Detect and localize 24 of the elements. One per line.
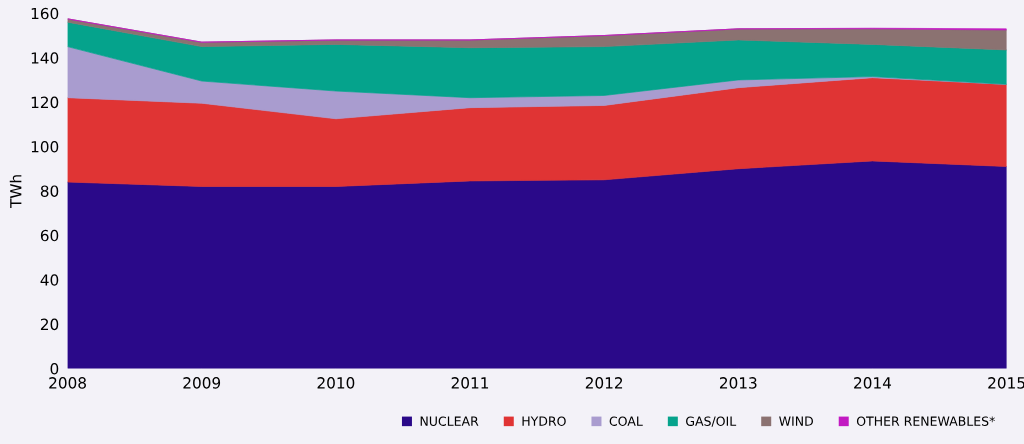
y-axis-title: TWh [9, 175, 22, 209]
y-tick-label: 120 [31, 96, 59, 109]
y-tick-label: 0 [50, 362, 59, 375]
y-tick-label: 40 [40, 274, 59, 286]
legend-label: GAS/OIL [686, 416, 737, 427]
y-tick-label: 160 [31, 7, 59, 20]
legend-label: WIND [779, 416, 813, 426]
y-tick-label: 60 [40, 229, 59, 242]
x-tick-label: 2014 [854, 377, 892, 389]
y-tick-label: 80 [40, 185, 59, 197]
y-tick-label: 140 [31, 52, 59, 64]
x-tick-label: 2012 [585, 377, 623, 389]
y-tick-label: 20 [40, 318, 59, 331]
legend-label: COAL [609, 416, 643, 426]
x-tick-label: 2010 [317, 377, 355, 389]
x-tick-label: 2009 [183, 377, 221, 389]
y-tick-label: 100 [31, 140, 59, 153]
legend-label: NUCLEAR [420, 416, 479, 426]
legend-label: HYDRO [522, 416, 566, 426]
x-tick-label: 2015 [988, 377, 1024, 389]
x-tick-label: 2008 [49, 377, 86, 389]
x-tick-label: 2011 [451, 377, 489, 389]
legend-label: OTHER RENEWABLES* [856, 416, 995, 426]
x-tick-label: 2013 [719, 377, 757, 389]
